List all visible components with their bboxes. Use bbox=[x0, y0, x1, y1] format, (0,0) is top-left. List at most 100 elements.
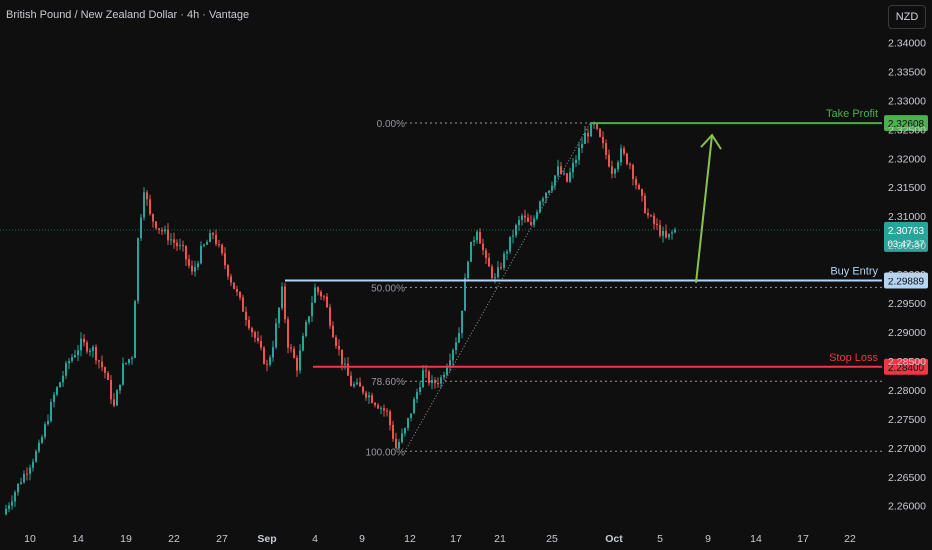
candle-body bbox=[215, 234, 217, 245]
candle-body bbox=[551, 185, 553, 191]
chart-title: British Pound / New Zealand Dollar · 4h … bbox=[6, 9, 250, 21]
x-tick-label: 17 bbox=[450, 533, 462, 545]
candle-body bbox=[335, 337, 337, 346]
candle-body bbox=[539, 201, 541, 213]
candle-body bbox=[287, 319, 289, 348]
candle-body bbox=[410, 413, 412, 419]
x-tick-label: 17 bbox=[797, 533, 809, 545]
candle-body bbox=[68, 361, 70, 364]
candle-body bbox=[95, 346, 97, 361]
candle-body bbox=[296, 357, 298, 371]
candle-body bbox=[149, 199, 151, 214]
x-tick-label: Sep bbox=[257, 533, 276, 545]
x-tick-label: 27 bbox=[216, 533, 228, 545]
candle-body bbox=[512, 235, 514, 237]
candle-body bbox=[650, 215, 652, 217]
take-profit-price-tag bbox=[884, 115, 928, 132]
x-tick-label: 4 bbox=[312, 533, 318, 545]
candle-body bbox=[131, 357, 133, 360]
candle-body bbox=[203, 244, 205, 246]
candle-body bbox=[587, 132, 589, 137]
candle-body bbox=[485, 250, 487, 258]
x-tick-label: 14 bbox=[750, 533, 762, 545]
buy-entry-label: Buy Entry bbox=[830, 266, 878, 278]
candle-body bbox=[674, 229, 676, 233]
candle-body bbox=[395, 438, 397, 449]
candle-body bbox=[299, 350, 301, 371]
candle-body bbox=[83, 338, 85, 343]
candle-body bbox=[242, 297, 244, 312]
candle-body bbox=[338, 345, 340, 350]
candle-body bbox=[329, 307, 331, 326]
candle-body bbox=[596, 123, 598, 129]
candle-body bbox=[317, 287, 319, 292]
candle-body bbox=[350, 375, 352, 387]
stop-loss-label: Stop Loss bbox=[829, 352, 878, 364]
candle-body bbox=[446, 367, 448, 375]
candle-body bbox=[257, 337, 259, 342]
candle-body bbox=[167, 229, 169, 241]
candle-body bbox=[50, 402, 52, 421]
candle-body bbox=[488, 257, 490, 267]
candle-body bbox=[428, 371, 430, 384]
candle-body bbox=[233, 282, 235, 289]
candle-body bbox=[320, 291, 322, 297]
current-price-text: 2.30763 bbox=[888, 226, 925, 237]
candle-body bbox=[56, 387, 58, 395]
candle-body bbox=[62, 375, 64, 383]
x-tick-label: 22 bbox=[168, 533, 180, 545]
x-tick-label: 9 bbox=[359, 533, 365, 545]
candle-body bbox=[542, 198, 544, 202]
y-tick-label: 2.34000 bbox=[888, 37, 926, 49]
stop-loss-price-text: 2.28400 bbox=[888, 363, 925, 374]
time-axis[interactable]: 10 14 19 22 27 Sep 4 9 12 17 21 25 Oct 5 9 14 17 22 bbox=[24, 533, 856, 545]
candle-body bbox=[11, 501, 13, 506]
candle-body bbox=[5, 508, 7, 515]
y-tick-label: 2.26500 bbox=[888, 472, 926, 484]
y-tick-label: 2.33000 bbox=[888, 95, 926, 107]
price-axis[interactable]: 2.26000 2.26500 2.27000 2.27500 2.28000 2.285… bbox=[888, 37, 926, 512]
candle-body bbox=[641, 189, 643, 196]
candle-body bbox=[518, 219, 520, 226]
candle-body bbox=[662, 231, 664, 236]
take-profit-label: Take Profit bbox=[826, 108, 878, 120]
candle-body bbox=[521, 215, 523, 220]
candle-body bbox=[482, 243, 484, 251]
candle-body bbox=[524, 215, 526, 218]
candle-body bbox=[374, 402, 376, 406]
candle-body bbox=[197, 263, 199, 267]
candle-body bbox=[188, 259, 190, 266]
y-tick-label: 2.32000 bbox=[888, 153, 926, 165]
x-tick-label: 19 bbox=[120, 533, 132, 545]
candle-body bbox=[359, 382, 361, 387]
candle-body bbox=[473, 240, 475, 242]
current-price-tag bbox=[884, 221, 928, 252]
candle-body bbox=[530, 221, 532, 225]
candle-body bbox=[212, 233, 214, 235]
candle-body bbox=[59, 382, 61, 388]
candle-body bbox=[635, 178, 637, 185]
candle-body bbox=[353, 384, 355, 387]
candle-body bbox=[416, 391, 418, 400]
y-tick-label: 2.33500 bbox=[888, 66, 926, 78]
candle-body bbox=[305, 322, 307, 336]
x-tick-label: 5 bbox=[657, 533, 663, 545]
candle-body bbox=[404, 428, 406, 434]
candle-body bbox=[26, 473, 28, 475]
candle-body bbox=[422, 370, 424, 388]
candle-body bbox=[158, 228, 160, 230]
candle-body bbox=[434, 379, 436, 384]
candle-body bbox=[608, 154, 610, 167]
candle-body bbox=[653, 215, 655, 224]
candle-body bbox=[125, 362, 127, 364]
currency-button[interactable]: NZD bbox=[888, 5, 926, 29]
candle-body bbox=[134, 301, 136, 358]
candle-body bbox=[575, 159, 577, 164]
candle-body bbox=[569, 172, 571, 182]
candle-body bbox=[464, 277, 466, 311]
candle-body bbox=[14, 492, 16, 502]
candle-body bbox=[449, 360, 451, 368]
candle-body bbox=[407, 418, 409, 429]
candle-body bbox=[230, 276, 232, 283]
